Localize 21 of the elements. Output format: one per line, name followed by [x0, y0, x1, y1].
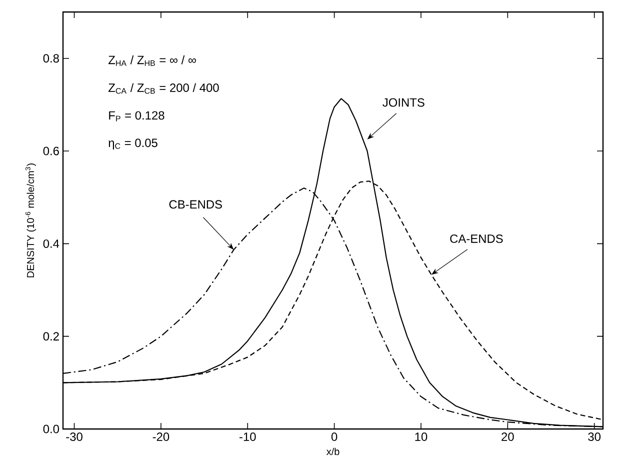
x-tick-label: 30	[588, 432, 601, 441]
y-tick-label: 0.6	[43, 146, 59, 156]
annotation: η$_{C}$ = 0.05	[108, 138, 158, 150]
x-axis-title: x/b	[326, 448, 340, 456]
y-tick-label: 0.4	[43, 239, 60, 248]
x-tick-label: 10	[415, 432, 428, 441]
annotation: JOINTS	[382, 98, 424, 107]
x-tick-label: -10	[240, 432, 256, 441]
y-tick-label: 0.0	[43, 424, 60, 434]
x-tick-label: 0	[331, 432, 338, 441]
x-tick-label: -20	[152, 432, 170, 441]
y-tick-label: 0.8	[43, 54, 59, 63]
annotation: Z$_{HA}$ / Z$_{HB}$ = ∞ / ∞	[108, 55, 196, 66]
annotation: Z$_{CA}$ / Z$_{CB}$ = 200 / 400	[108, 83, 219, 94]
y-tick-label: 0.2	[43, 332, 59, 341]
annotation: CB-ENDS	[169, 200, 222, 209]
x-tick-label: -30	[66, 432, 82, 441]
annotation: F$_{P}$ = 0.128	[109, 111, 164, 122]
annotation: CA-ENDS	[450, 234, 503, 243]
y-axis-title: DENSITY (10$^{-6}$ mole/cm$^{3}$)	[25, 164, 36, 278]
x-tick-label: 20	[502, 432, 514, 441]
